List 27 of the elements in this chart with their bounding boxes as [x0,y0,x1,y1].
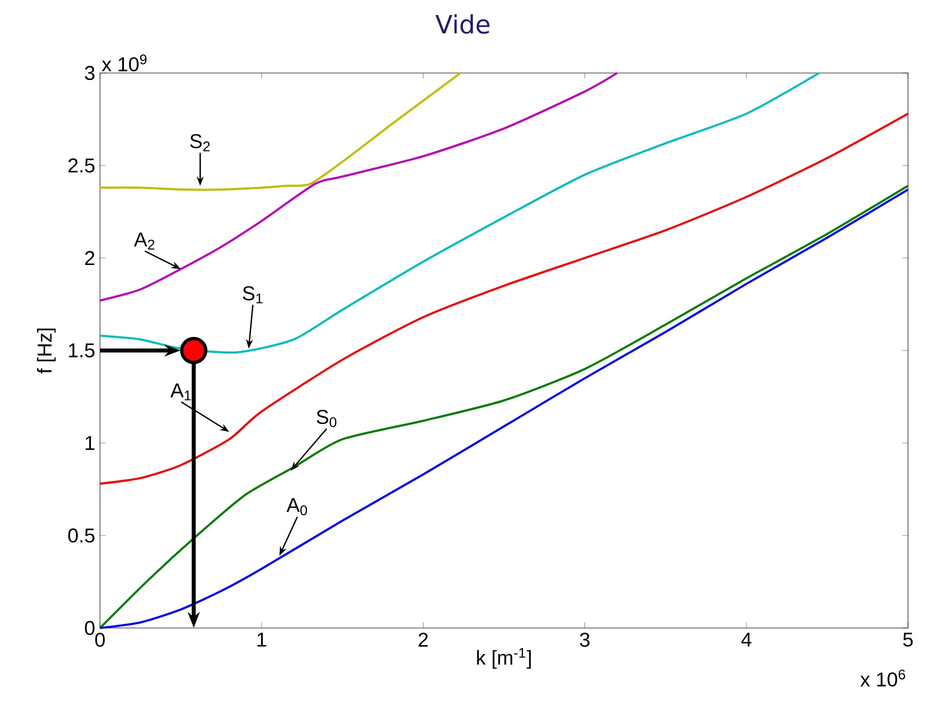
y-tick-label: 0 [84,620,94,636]
y-axis-title: f [Hz] [37,328,56,374]
annotation: A$_{1}$ [170,384,191,400]
y-tick-label: 2.5 [68,158,94,173]
y-tick-label: 2 [85,251,94,265]
line-series [98,72,462,191]
x-tick-label: 0 [95,632,105,647]
y-tick-label: 1.5 [69,344,94,358]
y-tick-label: 0.5 [68,528,94,543]
annotation: S$_{1}$ [242,286,262,304]
y-tick-label: 1 [86,436,94,450]
text: x 10$^{6}$ [860,670,906,687]
x-tick-label: 5 [903,632,913,647]
x-axis-title: k [m$^{-1}$] [477,648,531,669]
x-tick-label: 4 [741,632,752,646]
annotation: S$_{0}$ [316,410,336,428]
line-series [98,112,910,485]
annotation: S$_{2}$ [190,134,210,152]
annotation: A$_{0}$ [286,498,308,516]
chart-title: Vide [435,14,490,34]
y-tick-label: 3 [84,66,94,80]
line-series [98,72,618,302]
x-tick-label: 2 [418,632,428,647]
x-tick-label: 3 [580,632,590,647]
text: x 10$^{9}$ [102,54,147,72]
x-tick-label: 1 [258,632,266,646]
annotation: A$_{2}$ [134,232,154,250]
